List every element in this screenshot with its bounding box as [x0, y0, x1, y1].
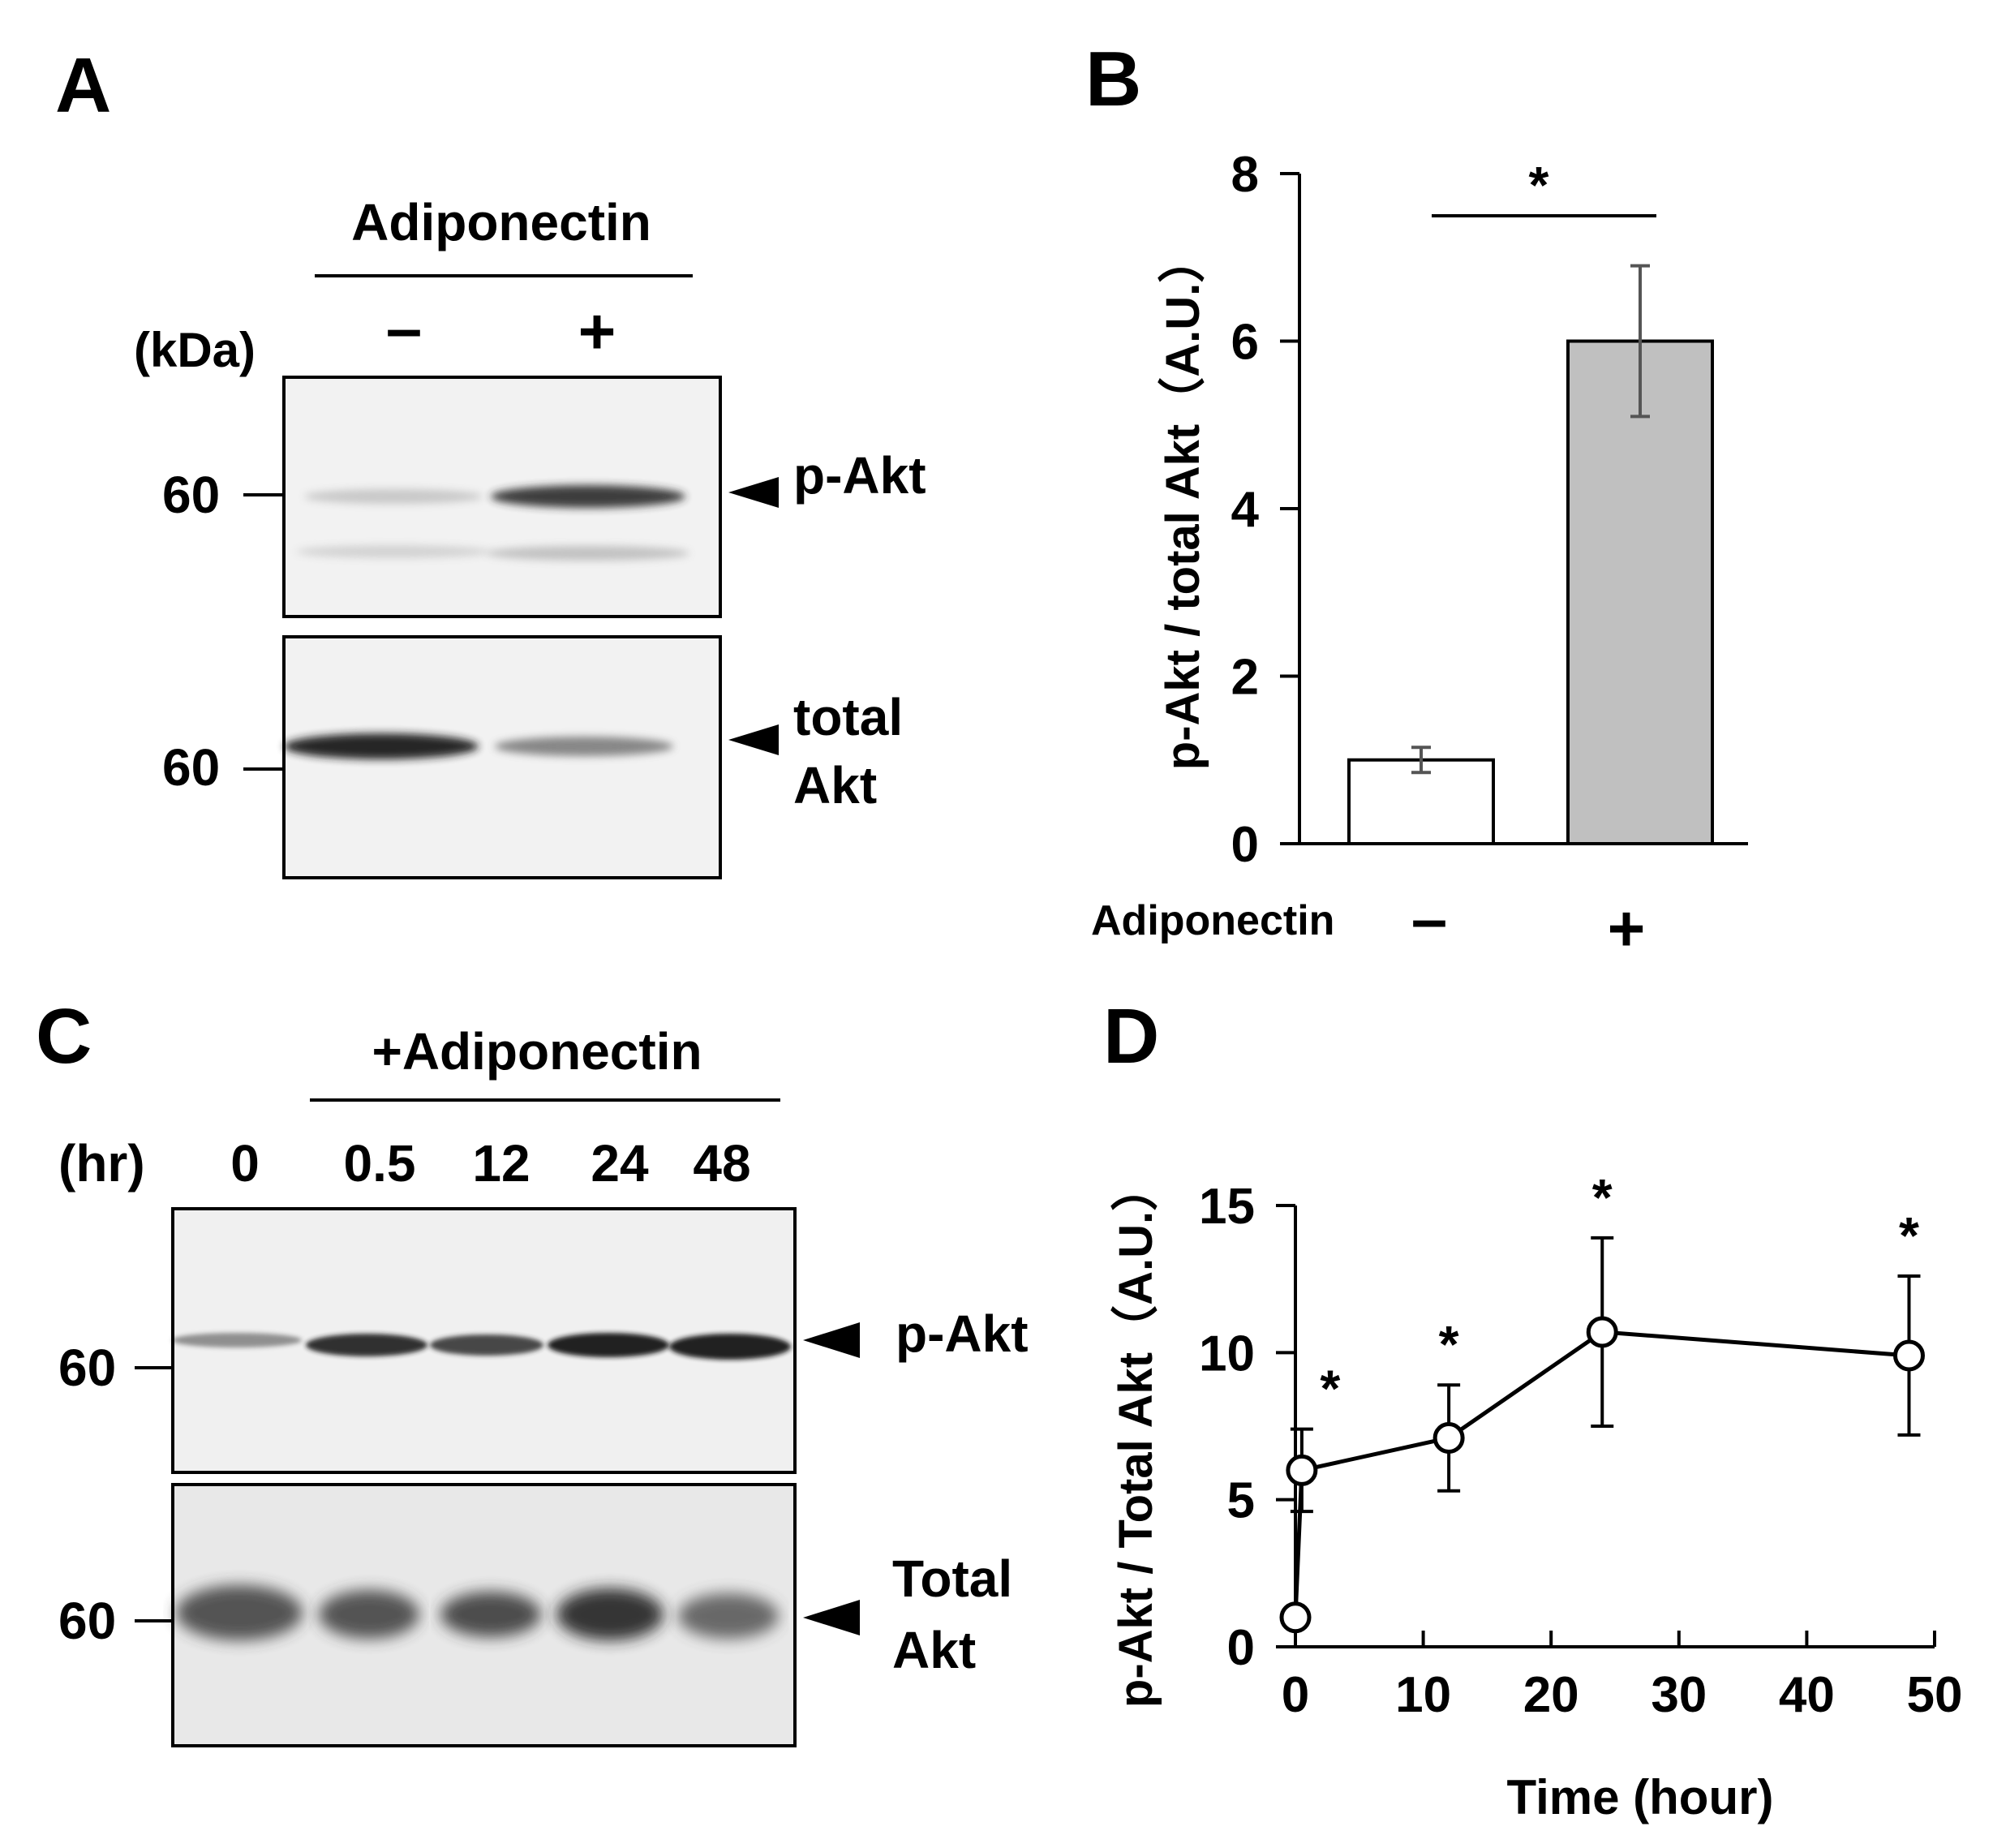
panel-d-significance-star: * — [1899, 1206, 1919, 1265]
panel-b-y-tick-label: 0 — [1231, 817, 1259, 873]
panel-c-pakt-band-12 — [430, 1334, 543, 1356]
panel-c-total-arrowhead — [803, 1600, 860, 1635]
panel-a-pakt-band-plus — [491, 485, 685, 508]
panel-c-total-blot — [171, 1483, 797, 1747]
panel-a-total-label-1: total — [793, 688, 903, 746]
panel-label-b: B — [1085, 36, 1141, 122]
panel-b-y-tick-label: 4 — [1231, 482, 1260, 538]
panel-c-pakt-label: p-Akt — [896, 1304, 1029, 1363]
panel-c-pakt-band-0 — [172, 1333, 302, 1347]
panel-d-x-axis-label: Time (hour) — [1507, 1770, 1774, 1824]
panel-d-point — [1279, 1601, 1312, 1634]
panel-d-point — [1286, 1454, 1318, 1486]
panel-c-pakt-blot — [171, 1207, 797, 1474]
panel-c-total-label-1: Total — [892, 1549, 1012, 1608]
panel-a-treatment-label: Adiponectin — [351, 193, 651, 251]
panel-c-marker-pakt: 60 — [58, 1339, 116, 1397]
panel-label-d: D — [1103, 993, 1159, 1080]
panel-c-lane-48: 48 — [693, 1134, 750, 1193]
panel-d-point — [1892, 1339, 1925, 1372]
panel-c-total-band-48 — [678, 1593, 779, 1639]
panel-d-x-tick-label: 50 — [1907, 1667, 1963, 1723]
panel-d-x-tick-label: 0 — [1282, 1667, 1309, 1723]
panel-a-pakt-blot — [282, 376, 722, 618]
panel-a-pakt-band-minus — [304, 489, 483, 504]
panel-a-total-label-2: Akt — [793, 756, 877, 814]
panel-b-y-tick-label: 6 — [1231, 315, 1259, 371]
panel-b-y-axis-label: p-Akt / total Akt（A.U.） — [1157, 236, 1209, 770]
panel-d-chart: 0 5 10 15 0 10 20 30 40 50 * * * * p-Akt / Total Akt（A… — [1110, 1164, 1962, 1824]
panel-label-c: C — [36, 993, 92, 1080]
panel-c-total-band-0.5 — [319, 1590, 419, 1639]
panel-c-lane-24: 24 — [591, 1134, 649, 1193]
panel-b-chart: 0 2 4 6 8 * p-Akt / total Akt（A.U.） Adiponectin… — [1091, 147, 1748, 965]
panel-d-x-tick-label: 20 — [1523, 1667, 1579, 1723]
panel-b-significance-star: * — [1529, 156, 1549, 214]
panel-d-x-tick-label: 30 — [1651, 1667, 1707, 1723]
panel-b-bar-+ — [1566, 339, 1714, 845]
panel-d-y-tick-label: 5 — [1227, 1473, 1255, 1529]
panel-a-lane-plus: + — [578, 295, 616, 367]
panel-c-pakt-arrowhead — [803, 1322, 860, 1358]
panel-a-total-arrowhead — [728, 724, 779, 755]
panel-d-y-tick-label: 10 — [1199, 1326, 1255, 1382]
panel-a-pakt-label: p-Akt — [793, 446, 926, 505]
panel-d-y-tick-label: 15 — [1199, 1179, 1255, 1235]
panel-d-x-tick-label: 10 — [1395, 1667, 1451, 1723]
panel-b-y-tick-label: 8 — [1231, 147, 1259, 203]
panel-c-total-band-0 — [176, 1585, 303, 1640]
panel-b-y-tick-label: 2 — [1231, 650, 1259, 706]
panel-c-pakt-band-0.5 — [306, 1334, 427, 1356]
panel-d-significance-star: * — [1592, 1168, 1613, 1227]
panel-label-a: A — [55, 42, 111, 129]
panel-c-unit-label: (hr) — [58, 1134, 145, 1193]
panel-d-significance-star: * — [1439, 1315, 1459, 1373]
panel-c-total-label-2: Akt — [892, 1621, 976, 1679]
panel-d-x-tick-label: 40 — [1779, 1667, 1835, 1723]
panel-a-marker-total: 60 — [162, 738, 220, 797]
panel-c-total-band-24 — [556, 1588, 664, 1640]
panel-a-pakt-arrowhead — [728, 477, 779, 508]
panel-d-y-axis-label: p-Akt / Total Akt（A.U.） — [1110, 1164, 1162, 1708]
panel-c-lane-0: 0 — [230, 1134, 260, 1193]
panel-b-x-tick-label-plus: + — [1608, 892, 1646, 965]
panel-b-x-axis-label: Adiponectin — [1091, 897, 1334, 944]
panel-a-total-band-plus — [495, 737, 673, 756]
panel-d-y-tick-label: 0 — [1227, 1620, 1255, 1676]
panel-a-total-blot — [282, 635, 722, 879]
panel-c-treatment-label: +Adiponectin — [372, 1022, 702, 1081]
panel-a-lane-minus: – — [386, 292, 423, 364]
panel-c-lane-12: 12 — [472, 1134, 530, 1193]
panel-c-lane-0.5: 0.5 — [344, 1134, 416, 1193]
panel-d-point — [1432, 1422, 1465, 1455]
panel-d-point — [1586, 1316, 1618, 1348]
panel-c-pakt-band-24 — [548, 1333, 669, 1357]
panel-a-marker-pakt: 60 — [162, 466, 220, 524]
panel-c-total-band-12 — [440, 1592, 541, 1637]
panel-c-marker-total: 60 — [58, 1592, 116, 1650]
panel-b-x-tick-label-minus: – — [1411, 883, 1448, 955]
panel-a-unit-label: (kDa) — [134, 323, 256, 377]
panel-b-bar-– — [1347, 758, 1495, 845]
panel-a-total-band-minus — [284, 733, 479, 759]
panel-d-significance-star: * — [1320, 1360, 1340, 1418]
panel-c-pakt-band-48 — [669, 1334, 791, 1360]
